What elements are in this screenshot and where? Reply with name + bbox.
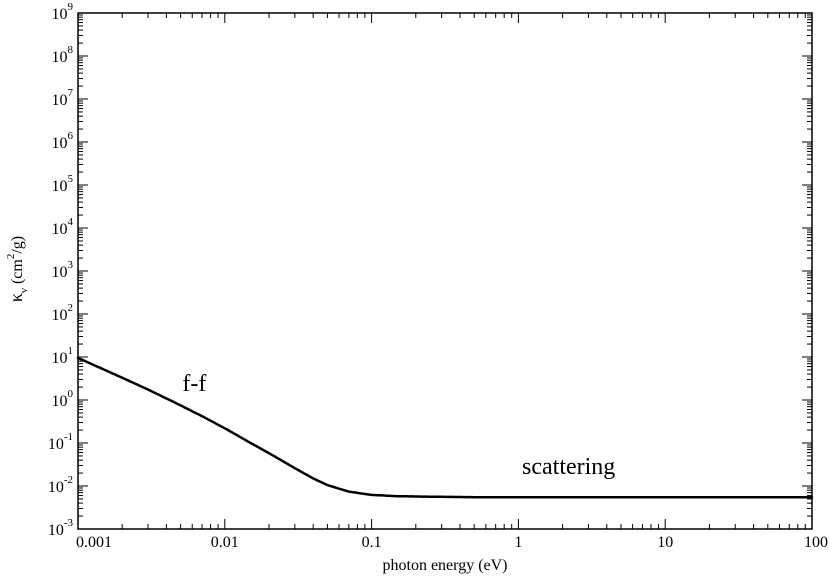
- x-ticks: 0.001 0.01 0.1 1 10 100: [76, 13, 828, 551]
- y-tick-base: 10: [48, 522, 64, 539]
- y-axis-label-superscript: 2: [5, 254, 17, 260]
- annotation-label: scattering: [522, 454, 615, 480]
- y-axis-label: κν (cm2/g): [5, 236, 30, 302]
- y-tick-base: 10: [52, 221, 68, 238]
- y-tick-label: 104: [52, 216, 74, 238]
- y-tick-label: 107: [52, 87, 74, 109]
- y-tick-exponent: -2: [64, 474, 73, 486]
- x-tick-label: 1: [514, 534, 522, 551]
- y-tick-label: 102: [52, 302, 74, 324]
- y-tick-label: 106: [52, 130, 74, 152]
- y-tick-exponent: 3: [68, 259, 74, 271]
- y-tick-label: 103: [52, 259, 74, 281]
- x-tick-label: 0.001: [76, 534, 112, 551]
- y-tick-exponent: 0: [68, 388, 74, 400]
- y-tick-label: 10-3: [48, 517, 74, 539]
- y-tick-exponent: 8: [68, 44, 74, 56]
- y-tick-base: 10: [52, 92, 68, 109]
- y-tick-base: 10: [52, 350, 68, 367]
- y-tick-label: 105: [52, 173, 74, 195]
- y-tick-exponent: 4: [68, 216, 74, 228]
- y-tick-label: 108: [52, 44, 74, 66]
- y-tick-exponent: -3: [64, 517, 74, 529]
- y-tick-label: 100: [52, 388, 74, 410]
- y-tick-base: 10: [52, 135, 68, 152]
- y-tick-exponent: -1: [64, 431, 73, 443]
- y-tick-base: 10: [52, 6, 68, 23]
- x-tick-label: 10: [657, 534, 673, 551]
- y-ticks: 10-310-210-11001011021031041051061071081…: [48, 1, 812, 539]
- x-tick-label: 100: [804, 534, 828, 551]
- y-tick-base: 10: [52, 264, 68, 281]
- y-tick-label: 10-1: [48, 431, 73, 453]
- y-axis-label-subscript: ν: [18, 288, 30, 293]
- y-tick-base: 10: [52, 307, 68, 324]
- y-axis-label-kappa: κ: [6, 293, 26, 302]
- y-tick-exponent: 5: [68, 173, 74, 185]
- series-line: [76, 356, 814, 499]
- x-tick-label: 0.01: [211, 534, 239, 551]
- y-tick-base: 10: [52, 393, 68, 410]
- y-axis-label-unit: (cm: [9, 259, 26, 288]
- plot-frame: [77, 12, 813, 530]
- y-tick-exponent: 7: [68, 87, 74, 99]
- y-tick-base: 10: [48, 436, 64, 453]
- annotation-label: f-f: [182, 371, 206, 397]
- y-tick-base: 10: [52, 178, 68, 195]
- y-tick-exponent: 9: [68, 1, 74, 13]
- y-tick-label: 109: [52, 1, 74, 23]
- y-tick-exponent: 2: [68, 302, 74, 314]
- y-tick-label: 101: [52, 345, 74, 367]
- y-axis-label-unit-end: /g): [9, 236, 26, 254]
- y-tick-base: 10: [48, 479, 64, 496]
- y-tick-exponent: 6: [68, 130, 74, 142]
- annotations: f-f scattering: [182, 371, 615, 480]
- y-tick-label: 10-2: [48, 474, 73, 496]
- x-tick-label: 0.1: [362, 534, 382, 551]
- x-axis-label: photon energy (eV): [383, 557, 508, 574]
- y-tick-exponent: 1: [68, 345, 74, 357]
- y-tick-base: 10: [52, 49, 68, 66]
